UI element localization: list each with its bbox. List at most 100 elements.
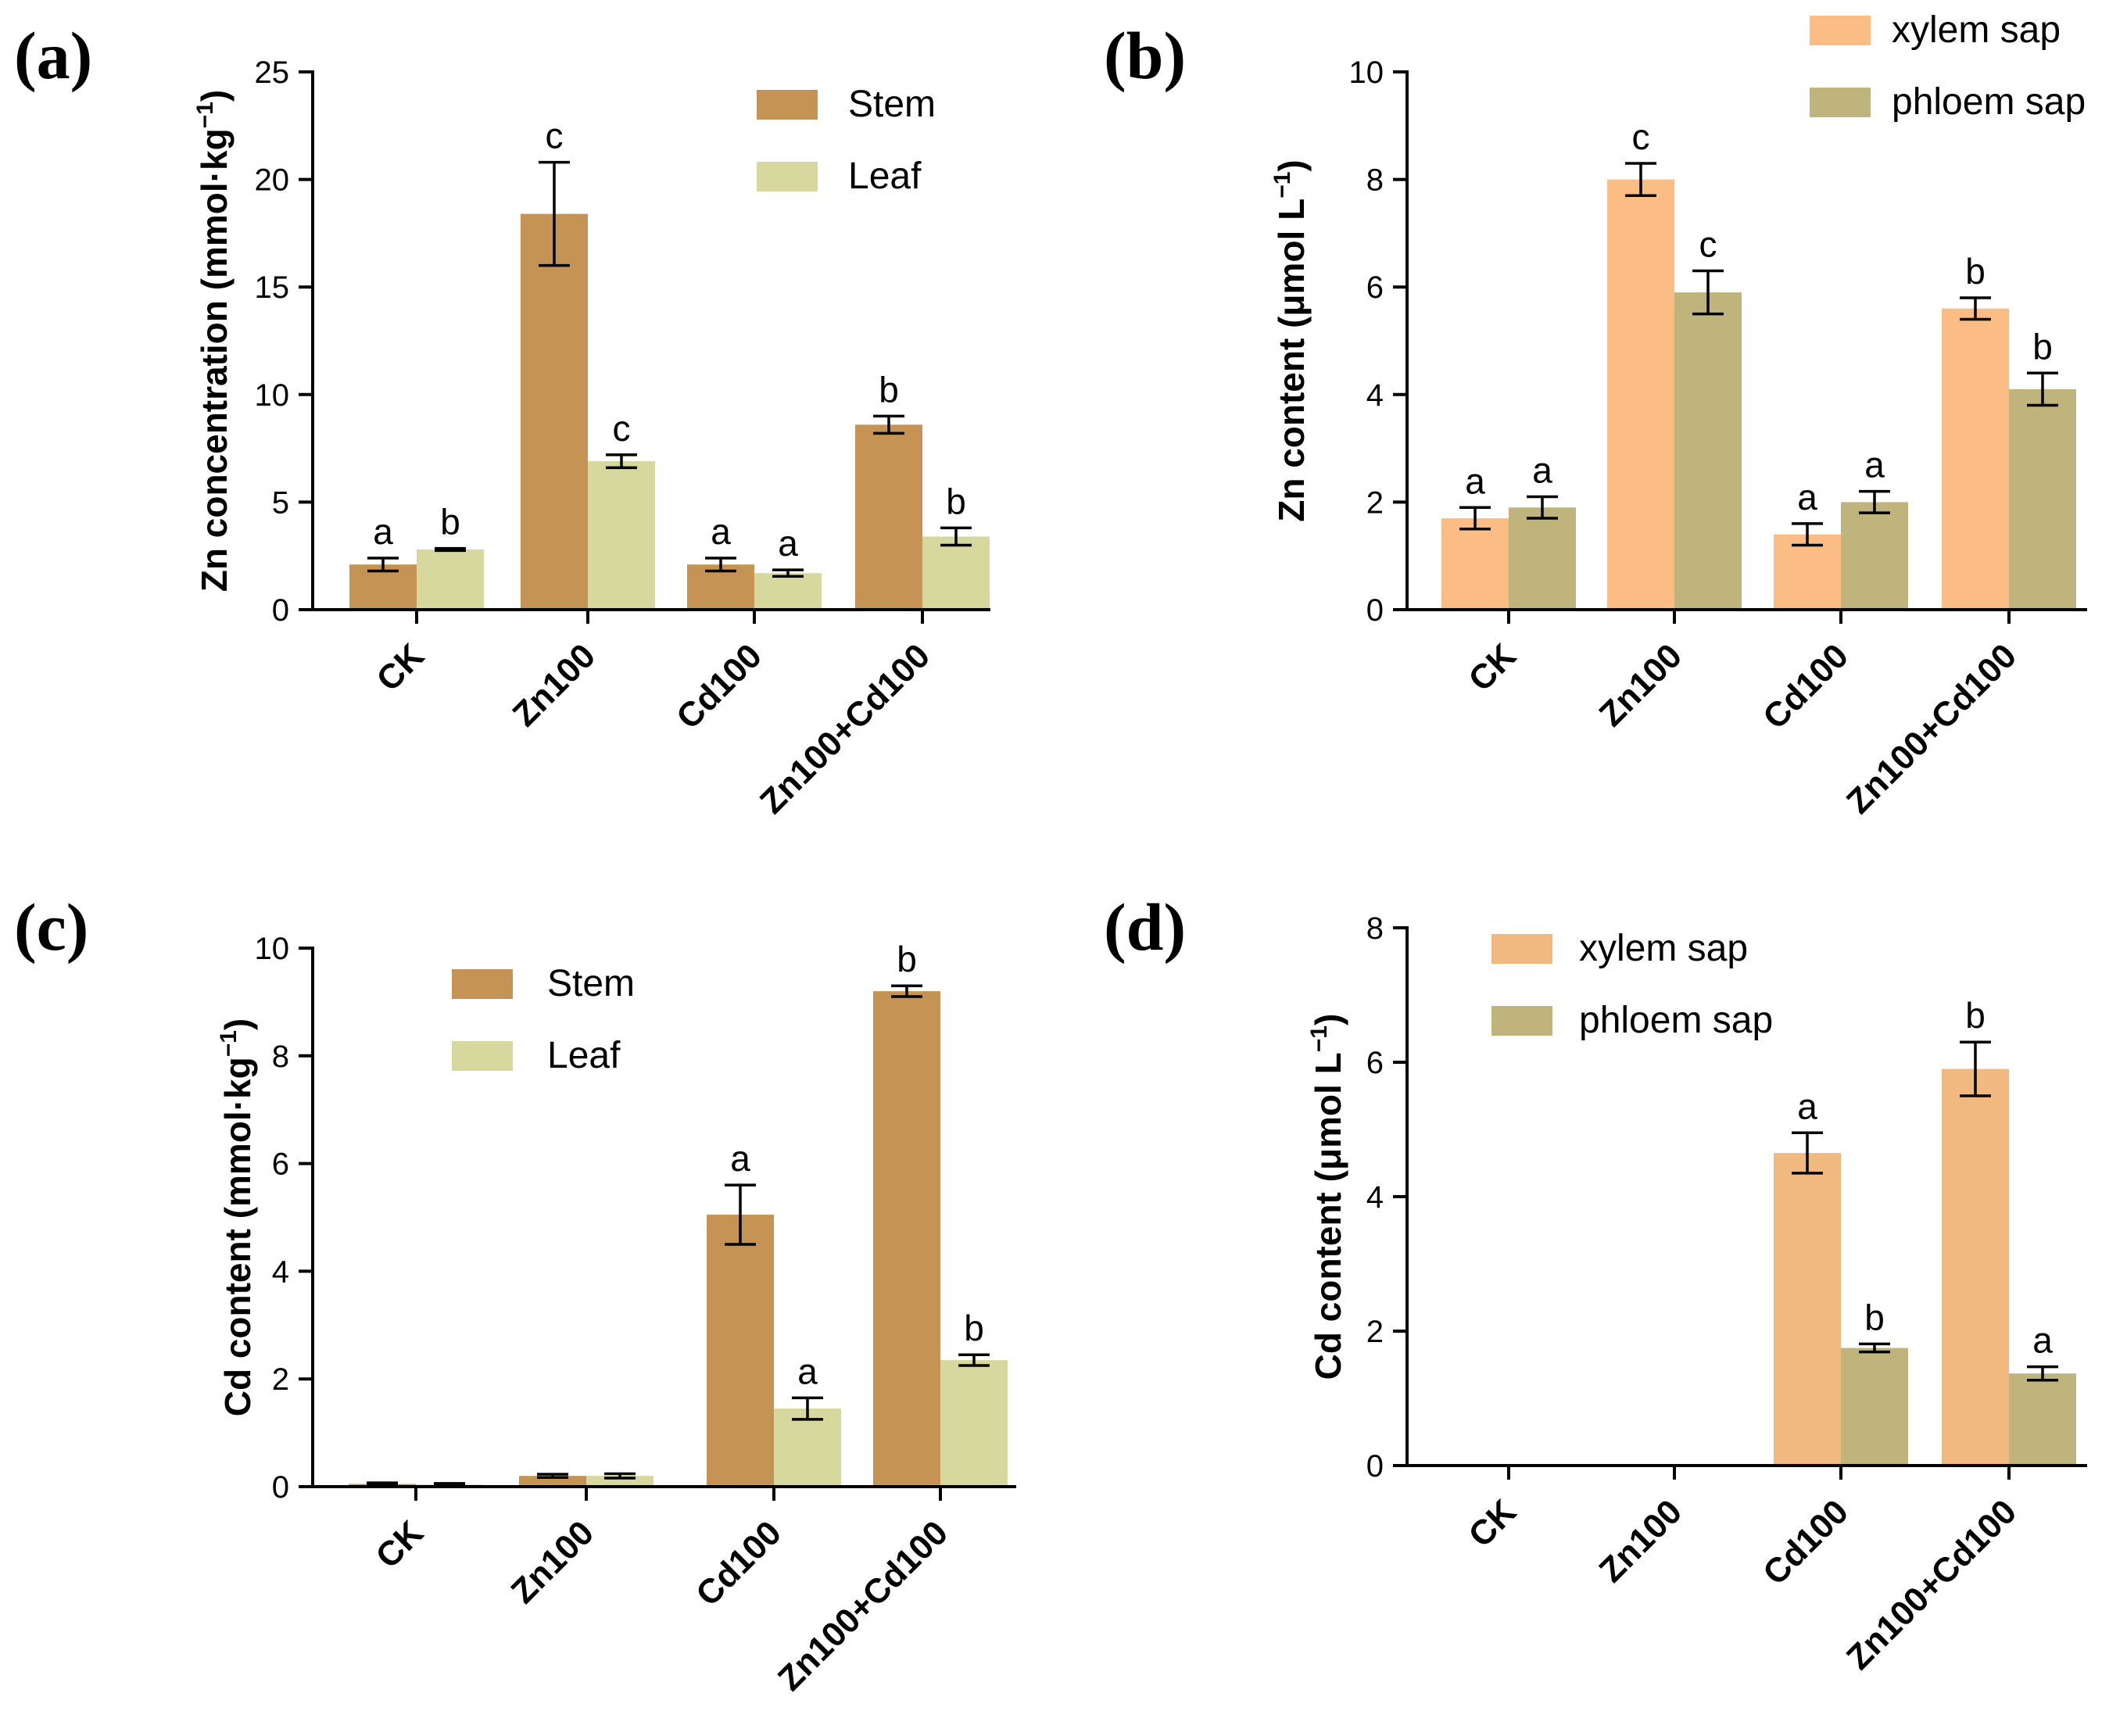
- x-tick-label: Cd100: [1756, 636, 1856, 736]
- error-bar: [537, 1473, 568, 1480]
- y-tick-label: 25: [255, 55, 290, 90]
- error-bar: [772, 568, 804, 578]
- significance-letter: a: [1797, 1086, 1817, 1126]
- legend-label: Stem: [547, 963, 635, 1004]
- x-tick-label: CK: [368, 1513, 431, 1576]
- error-bar: [1692, 269, 1724, 316]
- x-tick-label: Cd100: [669, 636, 769, 736]
- significance-letter: a: [778, 523, 798, 564]
- bar: [707, 1215, 774, 1487]
- bar: [754, 573, 822, 610]
- error-bar: [1960, 296, 1991, 321]
- y-axis-title: Zn content (μmol L−1): [1269, 159, 1312, 522]
- bar: [774, 1408, 841, 1487]
- legend-swatch: [1491, 1006, 1552, 1036]
- error-bar: [958, 1353, 990, 1367]
- bar: [2009, 388, 2076, 610]
- legend-swatch: [452, 969, 513, 999]
- significance-letter: a: [1797, 477, 1817, 517]
- error-bar: [367, 1481, 398, 1487]
- legend-swatch: [757, 162, 818, 191]
- chart-panel-1: (a) a b c c a a b b 0 5 10 15 20 25 CK Zn100 Cd100Zn100+C…: [14, 18, 990, 821]
- legend: xylem sap phloem sap: [1810, 9, 2086, 123]
- legend-swatch: [1810, 16, 1871, 45]
- error-bar: [604, 1472, 636, 1480]
- x-tick-label: Zn100+Cd100: [1839, 636, 2024, 821]
- y-axis-title-main: Cd content (mmol·kg: [217, 1057, 258, 1416]
- y-tick-label: 6: [1366, 1046, 1384, 1080]
- y-axis-title-superscript: −1: [1306, 1025, 1332, 1052]
- y-axis-title-tail: ): [217, 1018, 258, 1030]
- significance-letter: c: [613, 408, 631, 449]
- y-axis-title: Cd content (mmol·kg−1): [216, 1018, 258, 1417]
- y-tick-label: 15: [255, 270, 290, 305]
- bar: [521, 213, 588, 610]
- bar: [1942, 1068, 2009, 1466]
- panel-label: (d): [1104, 889, 1186, 965]
- x-tick-label: Zn100: [1592, 636, 1689, 734]
- legend-swatch: [1491, 934, 1552, 964]
- error-bar: [1859, 1342, 1890, 1354]
- y-axis-title-superscript: −1: [1269, 172, 1295, 199]
- significance-letter: a: [797, 1351, 818, 1391]
- x-tick-label: Zn100+Cd100: [1839, 1492, 2024, 1677]
- y-tick-label: 0: [1366, 1449, 1384, 1484]
- x-tick-label: CK: [1461, 1492, 1524, 1555]
- y-tick-label: 2: [1366, 1315, 1384, 1349]
- error-bar: [1960, 1040, 1991, 1097]
- error-bar: [435, 546, 466, 553]
- significance-letter: a: [1532, 450, 1552, 491]
- x-tick-label: Cd100: [689, 1513, 789, 1613]
- x-tick-label: CK: [369, 636, 431, 699]
- error-bar: [891, 984, 922, 998]
- legend-label: Leaf: [547, 1035, 621, 1076]
- legend-label: Stem: [848, 84, 936, 125]
- x-tick-label: Zn100+Cd100: [753, 636, 937, 821]
- error-bar: [1625, 162, 1656, 197]
- bar: [922, 536, 990, 610]
- bar: [1774, 534, 1841, 610]
- panel-label: (b): [1104, 18, 1186, 93]
- error-bar: [940, 526, 972, 547]
- bar: [873, 991, 940, 1487]
- bar: [586, 1476, 653, 1487]
- error-bar: [2027, 371, 2058, 407]
- legend-label: phloem sap: [1579, 1000, 1773, 1041]
- x-tick-label: Cd100: [1756, 1492, 1856, 1592]
- x-tick-label: Zn100: [1592, 1492, 1689, 1590]
- significance-letter: a: [373, 511, 393, 552]
- y-tick-label: 8: [1366, 911, 1384, 946]
- legend-label: xylem sap: [1892, 9, 2061, 51]
- y-tick-label: 10: [255, 932, 290, 966]
- legend-label: phloem sap: [1892, 81, 2086, 123]
- y-axis-title-main: Cd content (μmol L: [1308, 1052, 1348, 1380]
- significance-letter: b: [946, 481, 966, 521]
- y-tick-label: 0: [272, 1470, 289, 1505]
- significance-letter: a: [2032, 1320, 2053, 1361]
- y-tick-label: 0: [272, 593, 289, 628]
- significance-letter: b: [897, 939, 917, 979]
- error-bar: [1859, 489, 1890, 514]
- y-tick-label: 2: [272, 1362, 289, 1397]
- panel-label: (a): [14, 18, 92, 93]
- y-axis-title: Cd content (μmol L−1): [1306, 1014, 1348, 1380]
- chart-panel-2: (b) a a c c a a b b 0 2 4 6 8 10 CK Zn100 Cd100Zn100+Cd10…: [1104, 9, 2087, 821]
- bar: [417, 549, 484, 610]
- y-axis-title-tail: ): [194, 90, 235, 102]
- x-tick-label: Zn100: [505, 636, 603, 734]
- significance-letter: b: [2032, 326, 2053, 367]
- legend-swatch: [1810, 88, 1871, 117]
- significance-letter: a: [711, 511, 731, 552]
- significance-letter: b: [440, 502, 460, 542]
- bar: [1674, 292, 1742, 610]
- error-bar: [1792, 522, 1823, 547]
- bar: [2009, 1373, 2076, 1466]
- x-tick-label: Zn100+Cd100: [771, 1513, 955, 1698]
- bar: [1841, 1348, 1908, 1466]
- bar: [855, 424, 922, 610]
- error-bar: [606, 453, 637, 470]
- bar: [1607, 179, 1674, 610]
- bar: [1774, 1153, 1841, 1466]
